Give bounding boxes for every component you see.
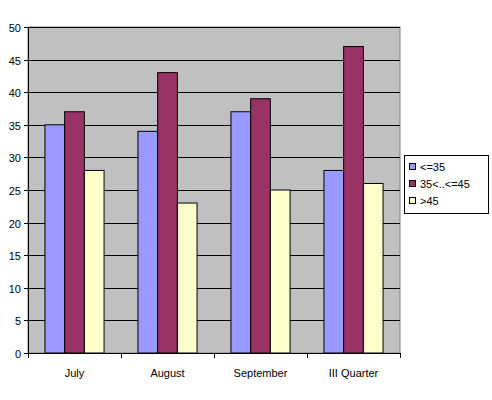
y-tick <box>24 255 28 256</box>
legend-label: >45 <box>420 195 439 207</box>
x-tick <box>28 353 29 358</box>
bar <box>84 170 104 353</box>
chart-container: 0 5 10 15 20 25 30 35 40 45 50 July August September I… <box>0 0 492 400</box>
y-tick-label: 45 <box>9 55 21 67</box>
y-tick-label: 35 <box>9 120 21 132</box>
x-tick <box>214 353 215 358</box>
y-tick-label: 20 <box>9 218 21 230</box>
bar <box>270 190 290 353</box>
bar <box>177 203 197 353</box>
bar <box>65 112 85 353</box>
plot-area <box>28 27 400 353</box>
y-tick <box>24 92 28 93</box>
x-tick <box>400 353 401 358</box>
y-tick-label: 0 <box>15 348 21 360</box>
y-tick-label: 40 <box>9 87 21 99</box>
legend-swatch <box>410 198 416 204</box>
y-tick <box>24 320 28 321</box>
bar <box>231 112 251 353</box>
legend-swatch <box>410 181 416 187</box>
y-tick <box>24 27 28 28</box>
x-tick <box>121 353 122 358</box>
y-tick-label: 5 <box>15 315 21 327</box>
bar <box>363 183 383 353</box>
y-tick-label: 25 <box>9 185 21 197</box>
x-tick-label: July <box>65 367 85 379</box>
y-tick-label: 15 <box>9 250 21 262</box>
y-tick-label: 50 <box>9 22 21 34</box>
bar <box>251 99 271 353</box>
bars <box>45 47 383 353</box>
y-tick <box>24 125 28 126</box>
y-tick-label: 30 <box>9 152 21 164</box>
legend-swatch <box>410 164 416 170</box>
bar <box>45 125 65 353</box>
chart-svg: 0 5 10 15 20 25 30 35 40 45 50 July August September I… <box>0 0 492 400</box>
bar <box>344 47 364 353</box>
y-tick <box>24 190 28 191</box>
x-tick <box>307 353 308 358</box>
y-axis <box>28 27 29 353</box>
y-tick <box>24 223 28 224</box>
legend-label: 35<..<=45 <box>420 178 470 190</box>
x-tick-label: III Quarter <box>329 367 379 379</box>
legend <box>405 156 489 214</box>
y-tick <box>24 353 28 354</box>
x-tick-label: September <box>234 367 288 379</box>
bar <box>158 73 178 353</box>
y-tick <box>24 288 28 289</box>
legend-label: <=35 <box>420 161 445 173</box>
y-tick <box>24 60 28 61</box>
x-tick-label: August <box>150 367 184 379</box>
y-tick-label: 10 <box>9 283 21 295</box>
bar <box>138 131 158 353</box>
grid-line <box>28 27 400 28</box>
y-tick <box>24 157 28 158</box>
bar <box>324 170 344 353</box>
